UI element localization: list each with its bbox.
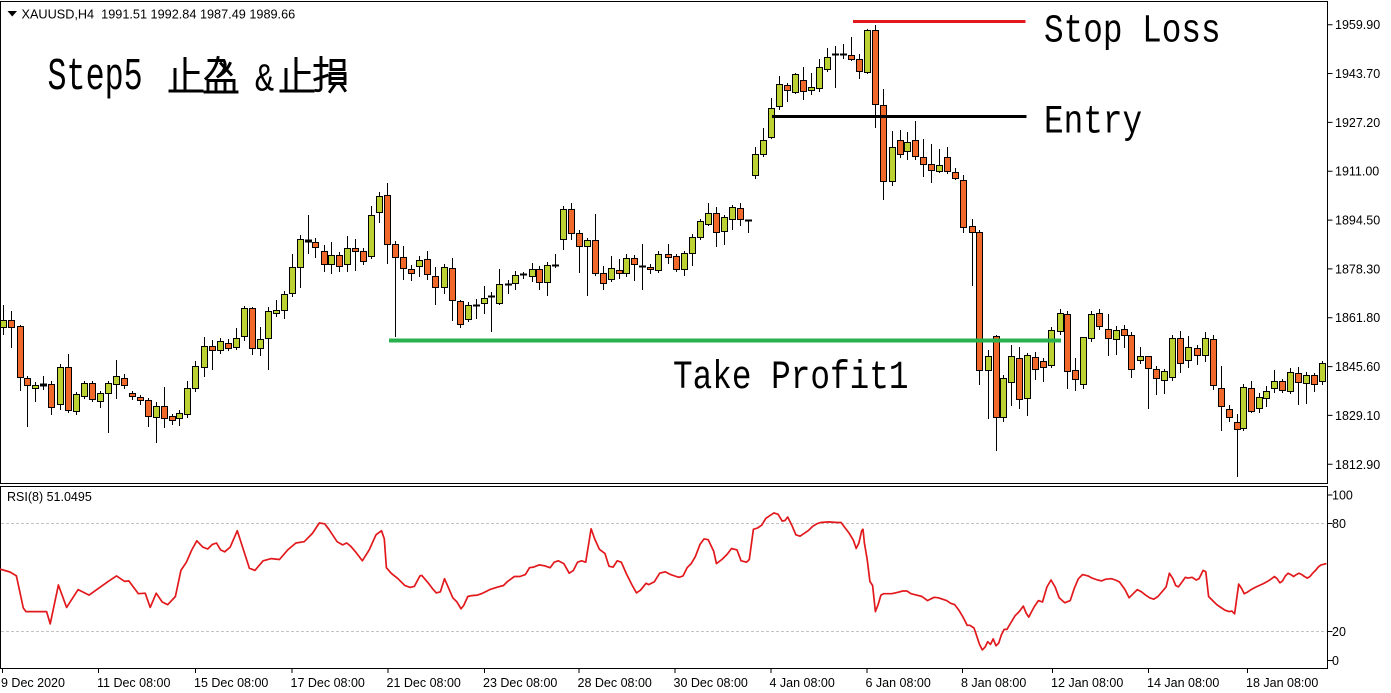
svg-text:9 Dec 2020: 9 Dec 2020 (1, 676, 65, 690)
svg-text:Entry: Entry (1044, 100, 1142, 145)
svg-text:6 Jan 08:00: 6 Jan 08:00 (866, 676, 931, 690)
svg-text:1861.80: 1861.80 (1335, 311, 1380, 325)
svg-text:20: 20 (1332, 625, 1346, 639)
svg-text:1812.90: 1812.90 (1335, 458, 1380, 472)
svg-text:11 Dec 08:00: 11 Dec 08:00 (97, 676, 170, 690)
svg-text:1927.20: 1927.20 (1335, 116, 1380, 130)
svg-text:1845.60: 1845.60 (1335, 360, 1380, 374)
svg-text:15 Dec 08:00: 15 Dec 08:00 (194, 676, 268, 690)
svg-text:1943.70: 1943.70 (1335, 67, 1380, 81)
svg-text:1894.50: 1894.50 (1335, 214, 1380, 228)
svg-text:1878.30: 1878.30 (1335, 262, 1380, 276)
svg-text:21 Dec 08:00: 21 Dec 08:00 (387, 676, 461, 690)
svg-text:0: 0 (1332, 654, 1339, 668)
svg-text:Stop Loss: Stop Loss (1044, 9, 1221, 54)
svg-text:18 Jan 08:00: 18 Jan 08:00 (1246, 676, 1318, 690)
svg-text:4 Jan 08:00: 4 Jan 08:00 (770, 676, 835, 690)
svg-text:1829.10: 1829.10 (1335, 409, 1380, 423)
svg-text:28 Dec 08:00: 28 Dec 08:00 (578, 676, 652, 690)
svg-text:8 Jan 08:00: 8 Jan 08:00 (961, 676, 1026, 690)
svg-text:12 Jan 08:00: 12 Jan 08:00 (1051, 676, 1123, 690)
svg-text:RSI(8) 51.0495: RSI(8) 51.0495 (7, 490, 92, 504)
svg-text:17 Dec 08:00: 17 Dec 08:00 (291, 676, 365, 690)
svg-text:&: & (255, 57, 274, 102)
svg-text:XAUUSD,H4 1991.51 1992.84 198: XAUUSD,H4 1991.51 1992.84 1987.49 1989.6… (22, 8, 296, 22)
svg-text:14 Jan 08:00: 14 Jan 08:00 (1147, 676, 1219, 690)
svg-text:1911.00: 1911.00 (1335, 165, 1379, 179)
svg-text:23 Dec 08:00: 23 Dec 08:00 (483, 676, 557, 690)
svg-text:Step5: Step5 (48, 52, 143, 103)
svg-text:100: 100 (1332, 489, 1353, 503)
svg-text:Take Profit1: Take Profit1 (673, 355, 908, 400)
svg-text:80: 80 (1332, 517, 1346, 531)
svg-text:30 Dec 08:00: 30 Dec 08:00 (674, 676, 748, 690)
svg-text:1959.90: 1959.90 (1335, 18, 1380, 32)
